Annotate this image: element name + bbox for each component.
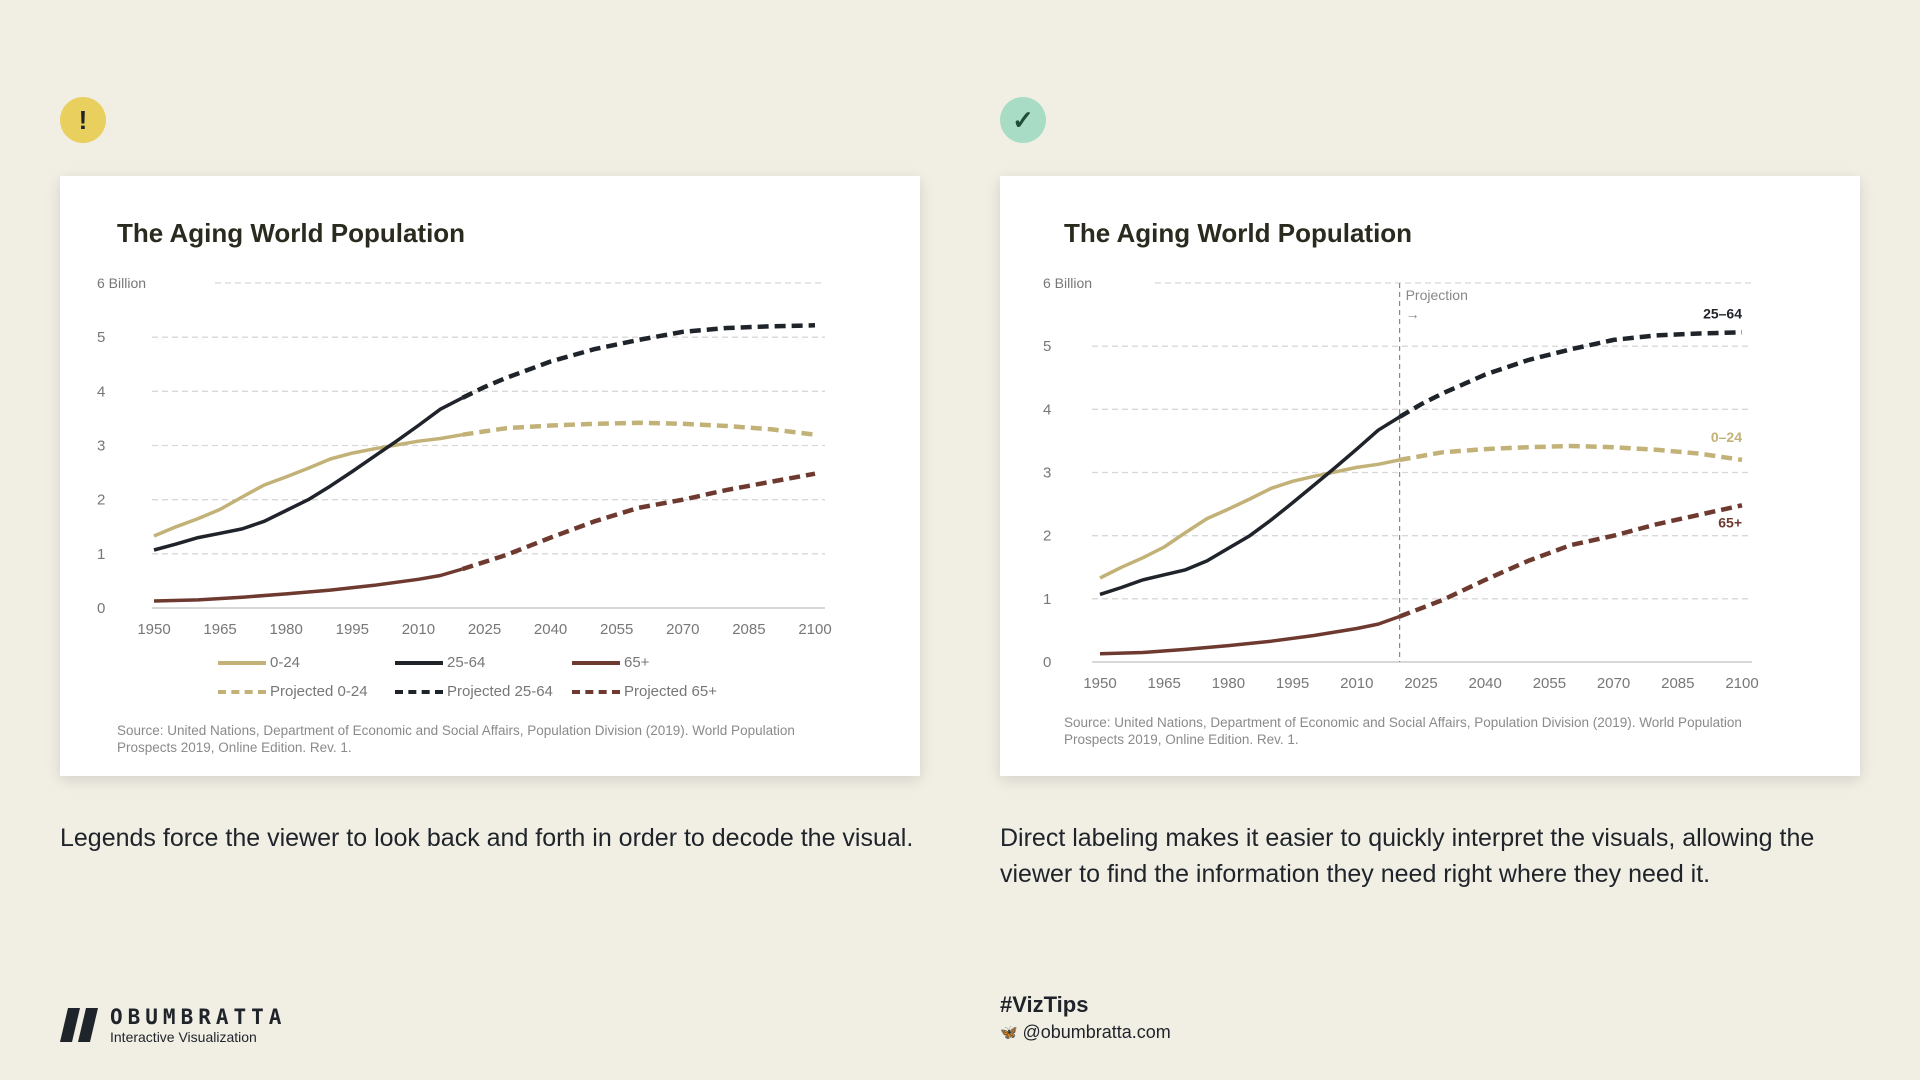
y-tick-label: 5	[97, 329, 105, 346]
chart-title: The Aging World Population	[117, 218, 466, 248]
line-chart-direct-labels: 0 1 2 3 4 5 6 Billion 1950 1965 1980 1995 2010 2025 2…	[1043, 275, 1759, 692]
y-tick-label: 0	[97, 600, 105, 617]
legend-item: 65+	[572, 654, 649, 671]
x-tick-label: 1995	[1276, 675, 1309, 692]
y-tick-label: 2	[1043, 528, 1051, 545]
x-tick-label: 1950	[1083, 675, 1116, 692]
y-tick-label: 1	[97, 546, 105, 563]
x-tick-label: 1980	[1212, 675, 1245, 692]
x-tick-label: 2055	[1533, 675, 1566, 692]
x-tick-label: 2025	[1404, 675, 1437, 692]
direct-label: 0–24	[1711, 429, 1742, 445]
y-tick-label: 2	[97, 492, 105, 509]
x-tick-label: 2025	[468, 621, 501, 638]
x-tick-label: 2055	[600, 621, 633, 638]
brand-logo: OBUMBRATTA Interactive Visualization	[60, 1005, 286, 1045]
projection-arrow-icon: →	[1406, 306, 1420, 322]
legend-item: Projected 0-24	[218, 683, 368, 700]
projected-series-line-0-24	[462, 420, 816, 437]
y-tick-label: 6 Billion	[1043, 275, 1092, 291]
x-tick-label: 1980	[270, 621, 303, 638]
legend-item: Projected 65+	[572, 683, 717, 700]
series-line-65+	[153, 567, 463, 603]
check-icon: ✓	[1000, 97, 1046, 143]
logo-icon	[60, 1008, 98, 1042]
series-line-0-24	[153, 432, 463, 538]
y-tick-label: 4	[97, 383, 105, 400]
chart-card-direct-labels: 0 1 2 3 4 5 6 Billion 1950 1965 1980 1995 2010 2025 2…	[1000, 176, 1860, 776]
chart-card-legend: 0 1 2 3 4 5 6 Billion 1950 1965 1980 1995 2010 2025 2…	[60, 176, 920, 776]
legend-item: Projected 25-64	[395, 683, 553, 700]
source-note: Source: United Nations, Department of Ec…	[1064, 715, 1742, 747]
series-line-65+	[1099, 614, 1401, 656]
caption-left: Legends force the viewer to look back an…	[60, 824, 914, 852]
x-tick-label: 2040	[534, 621, 567, 638]
x-tick-label: 1995	[336, 621, 369, 638]
projected-series-line-0-24	[1399, 443, 1743, 463]
y-tick-label: 6 Billion	[97, 275, 146, 291]
brand-name: OBUMBRATTA	[110, 1005, 287, 1029]
handle-text[interactable]: @obumbratta.com	[1022, 1022, 1171, 1042]
source-note: Source: United Nations, Department of Ec…	[117, 723, 795, 755]
x-tick-label: 2010	[402, 621, 435, 638]
x-tick-label: 1950	[137, 621, 170, 638]
social-handle[interactable]: 🦋 @obumbratta.com	[1000, 1022, 1171, 1043]
series-line-0-24	[1099, 458, 1400, 580]
brand-tagline: Interactive Visualization	[110, 1029, 257, 1045]
projected-series-line-25-64	[461, 323, 816, 400]
x-tick-label: 2085	[732, 621, 765, 638]
y-tick-label: 0	[1043, 654, 1051, 671]
x-tick-label: 2070	[666, 621, 699, 638]
x-tick-label: 2070	[1597, 675, 1630, 692]
y-tick-label: 4	[1043, 401, 1051, 418]
projected-series-line-65+	[1398, 503, 1743, 619]
x-tick-label: 2100	[1725, 675, 1758, 692]
hashtag: #VizTips	[1000, 992, 1089, 1017]
x-tick-label: 2085	[1661, 675, 1694, 692]
direct-label: 65+	[1718, 514, 1742, 530]
x-tick-label: 1965	[203, 621, 236, 638]
y-tick-label: 1	[1043, 591, 1051, 608]
direct-label: 25–64	[1703, 305, 1742, 321]
projected-series-line-65+	[461, 471, 816, 572]
x-tick-label: 2010	[1340, 675, 1373, 692]
butterfly-icon: 🦋	[1000, 1024, 1018, 1040]
y-tick-label: 3	[1043, 465, 1051, 482]
y-tick-label: 3	[97, 438, 105, 455]
projection-label: Projection	[1406, 287, 1468, 303]
series-line-25-64	[1099, 415, 1401, 597]
warning-icon: !	[60, 97, 106, 143]
y-tick-label: 5	[1043, 338, 1051, 355]
legend-item: 0-24	[218, 654, 300, 671]
line-chart-legend: 0 1 2 3 4 5 6 Billion 1950 1965 1980 1995 2010 2025 2…	[97, 275, 832, 638]
projected-series-line-25-64	[1398, 330, 1743, 419]
caption-right: Direct labeling makes it easier to quick…	[1000, 824, 1815, 888]
chart-title: The Aging World Population	[1064, 218, 1413, 248]
series-line-25-64	[153, 396, 464, 552]
x-tick-label: 2100	[798, 621, 831, 638]
x-tick-label: 2040	[1469, 675, 1502, 692]
legend-item: 25-64	[395, 654, 485, 671]
x-tick-label: 1965	[1148, 675, 1181, 692]
